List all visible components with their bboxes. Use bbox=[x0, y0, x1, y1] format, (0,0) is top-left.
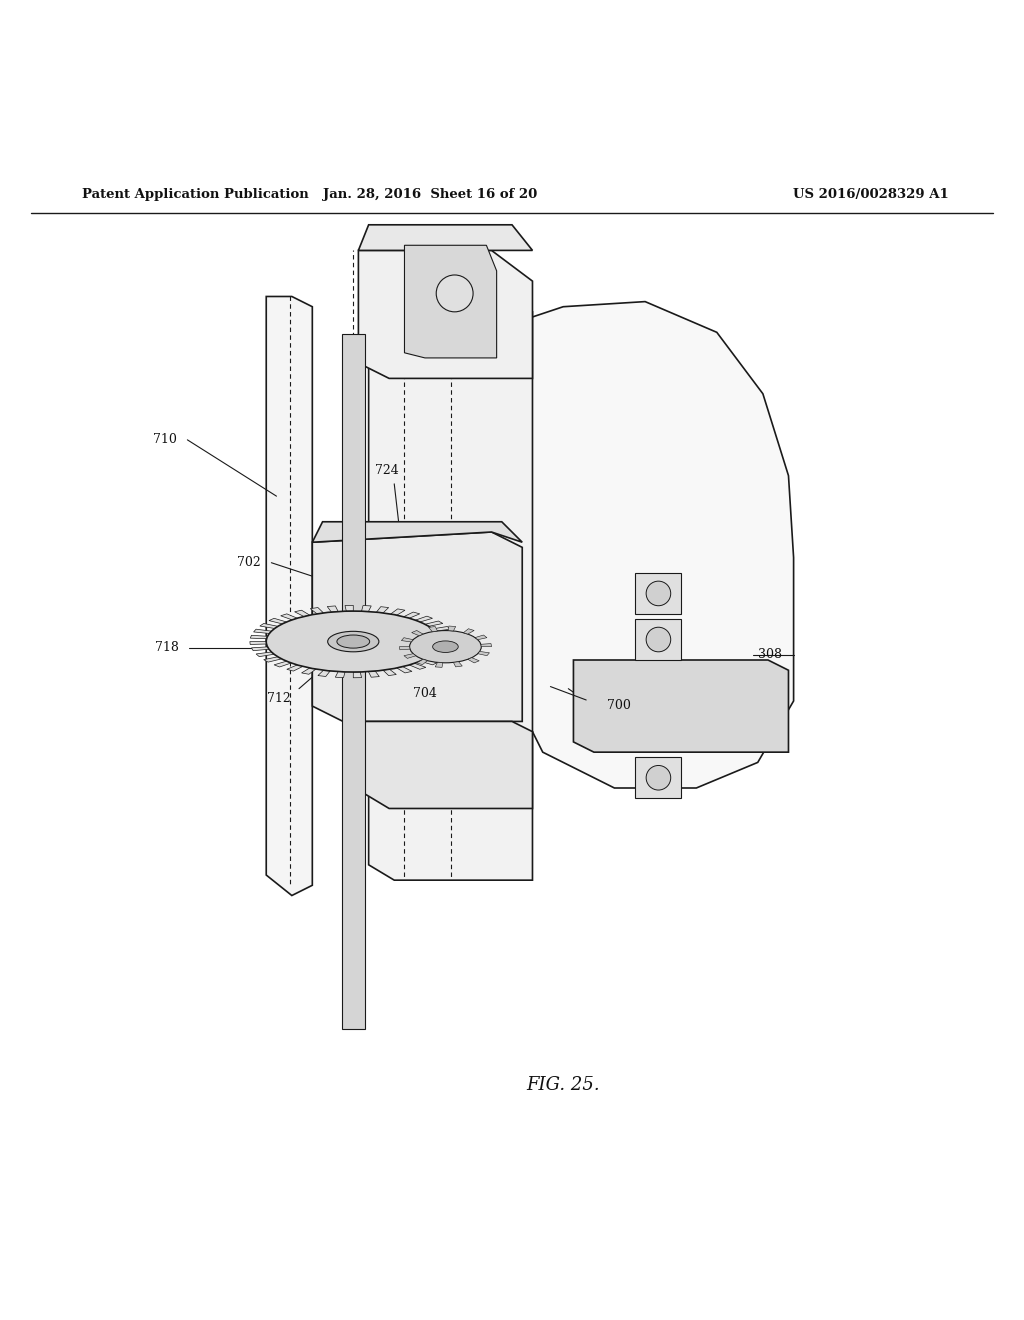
Polygon shape bbox=[435, 649, 453, 653]
Text: 724: 724 bbox=[375, 465, 399, 477]
Polygon shape bbox=[312, 532, 522, 722]
Polygon shape bbox=[328, 606, 338, 612]
Text: 702: 702 bbox=[238, 556, 261, 569]
Polygon shape bbox=[449, 626, 456, 631]
Text: 710: 710 bbox=[154, 433, 177, 446]
Text: 712: 712 bbox=[266, 693, 291, 705]
Polygon shape bbox=[475, 635, 487, 640]
Polygon shape bbox=[361, 606, 372, 611]
Polygon shape bbox=[481, 644, 492, 647]
Text: 308: 308 bbox=[758, 648, 781, 661]
Ellipse shape bbox=[328, 631, 379, 652]
Polygon shape bbox=[377, 607, 389, 612]
Polygon shape bbox=[250, 635, 267, 639]
Polygon shape bbox=[312, 521, 522, 543]
Polygon shape bbox=[399, 647, 410, 649]
Circle shape bbox=[646, 766, 671, 791]
Polygon shape bbox=[429, 655, 446, 660]
Circle shape bbox=[436, 275, 473, 312]
Ellipse shape bbox=[337, 635, 370, 648]
Text: FIG. 25.: FIG. 25. bbox=[526, 1076, 600, 1094]
Polygon shape bbox=[310, 607, 324, 614]
Polygon shape bbox=[440, 639, 457, 642]
Polygon shape bbox=[468, 657, 479, 663]
Polygon shape bbox=[429, 627, 437, 632]
Polygon shape bbox=[435, 663, 442, 668]
Polygon shape bbox=[358, 251, 532, 379]
Bar bbox=[342, 647, 365, 1028]
Polygon shape bbox=[410, 663, 426, 669]
Polygon shape bbox=[425, 620, 442, 626]
Polygon shape bbox=[401, 638, 413, 642]
Polygon shape bbox=[335, 672, 345, 677]
Polygon shape bbox=[264, 657, 282, 663]
Polygon shape bbox=[369, 306, 532, 880]
Ellipse shape bbox=[410, 631, 481, 663]
Polygon shape bbox=[317, 671, 330, 676]
Polygon shape bbox=[437, 632, 455, 636]
Polygon shape bbox=[383, 669, 396, 676]
Bar bbox=[635, 573, 681, 614]
Bar bbox=[635, 758, 681, 799]
Ellipse shape bbox=[432, 642, 459, 652]
Bar bbox=[342, 334, 365, 642]
Text: US 2016/0028329 A1: US 2016/0028329 A1 bbox=[793, 187, 948, 201]
Polygon shape bbox=[403, 653, 416, 659]
Polygon shape bbox=[416, 616, 432, 622]
Ellipse shape bbox=[266, 611, 440, 672]
Polygon shape bbox=[254, 630, 271, 634]
Polygon shape bbox=[412, 631, 423, 636]
Polygon shape bbox=[252, 647, 269, 651]
Polygon shape bbox=[404, 246, 497, 358]
Polygon shape bbox=[364, 722, 532, 808]
Polygon shape bbox=[390, 609, 404, 615]
Polygon shape bbox=[358, 224, 532, 251]
Polygon shape bbox=[353, 672, 361, 677]
Polygon shape bbox=[432, 627, 451, 631]
Polygon shape bbox=[420, 659, 437, 665]
Circle shape bbox=[646, 581, 671, 606]
Text: 700: 700 bbox=[607, 698, 631, 711]
Text: 704: 704 bbox=[413, 688, 437, 701]
Bar bbox=[635, 619, 681, 660]
Polygon shape bbox=[403, 612, 420, 618]
Polygon shape bbox=[454, 661, 462, 667]
Polygon shape bbox=[281, 614, 297, 620]
Polygon shape bbox=[417, 659, 428, 665]
Polygon shape bbox=[287, 665, 303, 671]
Polygon shape bbox=[369, 671, 379, 677]
Polygon shape bbox=[439, 644, 457, 648]
Polygon shape bbox=[266, 297, 312, 895]
Polygon shape bbox=[396, 667, 412, 673]
Polygon shape bbox=[295, 610, 309, 616]
Polygon shape bbox=[260, 623, 278, 628]
Polygon shape bbox=[269, 618, 287, 624]
Polygon shape bbox=[345, 606, 353, 611]
Polygon shape bbox=[301, 668, 316, 675]
Text: 718: 718 bbox=[156, 642, 179, 655]
Polygon shape bbox=[478, 652, 489, 656]
Text: Patent Application Publication: Patent Application Publication bbox=[82, 187, 308, 201]
Text: Jan. 28, 2016  Sheet 16 of 20: Jan. 28, 2016 Sheet 16 of 20 bbox=[323, 187, 538, 201]
Polygon shape bbox=[274, 661, 291, 667]
Polygon shape bbox=[463, 628, 474, 634]
Polygon shape bbox=[256, 652, 274, 656]
Polygon shape bbox=[573, 660, 788, 752]
Circle shape bbox=[646, 627, 671, 652]
Polygon shape bbox=[517, 301, 794, 788]
Polygon shape bbox=[250, 642, 266, 644]
